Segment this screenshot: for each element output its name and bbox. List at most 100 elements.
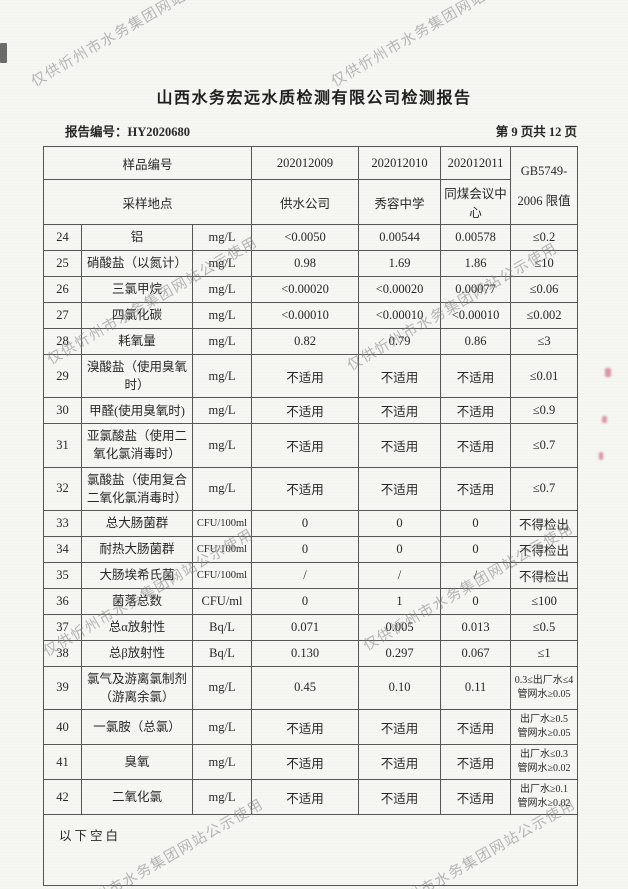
result-value: 不适用 <box>358 423 442 468</box>
result-value: 不适用 <box>358 744 442 780</box>
unit: Bq/L <box>191 613 253 641</box>
result-value: 不适用 <box>251 466 360 511</box>
table-row: 37 总α放射性 Bq/L 0.071 0.005 0.013 ≤0.5 <box>43 613 579 641</box>
row-number: 29 <box>43 353 82 399</box>
blank-note-cell: 以下空白 <box>42 814 579 886</box>
limit-value: ≤0.7 <box>510 466 579 511</box>
unit: mg/L <box>191 353 253 399</box>
result-value: 0.79 <box>358 328 442 355</box>
row-number: 28 <box>43 328 82 355</box>
parameter-name: 二氧化氯 <box>81 779 193 815</box>
result-value: 0.297 <box>358 639 442 667</box>
parameter-name: 耗氧量 <box>81 328 193 355</box>
row-number: 25 <box>43 250 82 277</box>
result-value: 0.067 <box>440 639 512 667</box>
unit: CFU/100ml <box>191 535 253 563</box>
row-number: 32 <box>43 466 82 511</box>
red-stamp-mark <box>599 452 603 460</box>
red-stamp-mark <box>605 368 611 377</box>
limit-value: ≤0.01 <box>510 353 579 399</box>
row-number: 37 <box>43 613 82 641</box>
table-row: 39 氯气及游离氯制剂（游离余氯） mg/L 0.45 0.10 0.11 0.3≤出厂水≤… <box>43 665 579 711</box>
page-indicator: 第 9 页共 12 页 <box>495 125 577 139</box>
unit: mg/L <box>191 423 253 468</box>
table-header-row-location: 采样地点 供水公司 秀容中学 同煤会议中心 <box>42 179 578 225</box>
limit-value: 不得检出 <box>510 561 579 589</box>
unit: mg/L <box>191 466 253 511</box>
limit-value: ≤3 <box>510 328 579 355</box>
result-value: 不适用 <box>440 353 512 399</box>
result-value: / <box>251 561 360 589</box>
result-value: 0 <box>440 587 512 615</box>
parameter-name: 耐热大肠菌群 <box>81 535 193 563</box>
result-value: 0.00578 <box>440 224 512 251</box>
parameter-name: 氯气及游离氯制剂（游离余氯） <box>81 665 193 711</box>
limit-column-header: GB5749- 2006 限值 <box>510 146 579 225</box>
result-value: / <box>358 561 442 589</box>
result-value: 不适用 <box>358 709 442 745</box>
limit-value: 不得检出 <box>510 509 579 537</box>
unit: mg/L <box>191 709 253 745</box>
row-number: 35 <box>43 561 82 589</box>
result-value: 0.00077 <box>440 276 512 303</box>
result-value: 不适用 <box>358 397 442 425</box>
row-number: 33 <box>43 509 82 537</box>
table-row: 26 三氯甲烷 mg/L <0.00020 <0.00020 0.00077 ≤0.06 <box>43 276 579 303</box>
table-row: 40 一氯胺（总氯） mg/L 不适用 不适用 不适用 出厂水≥0.5 管网水≥0.05 <box>43 709 579 745</box>
result-value: 0.130 <box>251 639 360 667</box>
result-value: 0.10 <box>358 665 442 711</box>
results-table: 样品编号 202012009 202012010 202012011 GB574… <box>42 146 579 886</box>
result-value: 0.45 <box>251 665 360 711</box>
sample-id: 202012011 <box>440 146 512 180</box>
unit: mg/L <box>191 665 253 711</box>
result-value: 不适用 <box>251 353 360 399</box>
result-value: 0 <box>440 535 512 563</box>
sample-id-label: 样品编号 <box>42 146 253 180</box>
row-number: 31 <box>43 423 82 468</box>
limit-value: ≤0.7 <box>510 423 579 468</box>
result-value: <0.0050 <box>251 224 360 251</box>
unit: mg/L <box>191 224 253 251</box>
table-row: 24 铝 mg/L <0.0050 0.00544 0.00578 ≤0.2 <box>43 224 579 251</box>
parameter-name: 亚氯酸盐（使用二氧化氯消毒时） <box>81 423 193 468</box>
unit: mg/L <box>191 250 253 277</box>
limit-value: ≤0.9 <box>510 397 579 425</box>
blank-filler-row: 以下空白 <box>42 814 579 886</box>
result-value: 不适用 <box>358 779 442 815</box>
parameter-name: 甲醛(使用臭氧时) <box>81 397 193 425</box>
result-value: 0.82 <box>251 328 360 355</box>
result-value: <0.00010 <box>440 302 512 329</box>
result-value: 不适用 <box>440 423 512 468</box>
row-number: 24 <box>43 224 82 251</box>
table-row: 38 总β放射性 Bq/L 0.130 0.297 0.067 ≤1 <box>43 639 579 667</box>
result-value: 不适用 <box>251 779 360 815</box>
sample-id: 202012010 <box>358 146 442 180</box>
limit-value: ≤0.2 <box>510 224 579 251</box>
unit: mg/L <box>191 397 253 425</box>
unit: mg/L <box>191 276 253 303</box>
sampling-location: 同煤会议中心 <box>440 179 512 225</box>
report-meta: 报告编号：HY2020680 第 9 页共 12 页 <box>43 121 577 140</box>
report-number: 报告编号：HY2020680 <box>65 125 191 139</box>
limit-value: ≤100 <box>510 587 579 615</box>
row-number: 27 <box>43 302 82 329</box>
row-number: 26 <box>43 276 82 303</box>
parameter-name: 大肠埃希氏菌 <box>81 561 193 589</box>
table-row: 25 硝酸盐（以氮计） mg/L 0.98 1.69 1.86 ≤10 <box>43 250 579 277</box>
parameter-name: 氯酸盐（使用复合二氧化氯消毒时） <box>81 466 193 511</box>
limit-value: 出厂水≤0.3 管网水≥0.02 <box>510 744 579 780</box>
result-value: <0.00010 <box>251 302 360 329</box>
result-value: 0 <box>358 509 442 537</box>
result-value: 不适用 <box>251 709 360 745</box>
result-value: <0.00010 <box>358 302 442 329</box>
sample-id: 202012009 <box>251 146 360 180</box>
table-row: 35 大肠埃希氏菌 CFU/100ml / / / 不得检出 <box>43 561 579 589</box>
result-value: 不适用 <box>440 709 512 745</box>
result-value: 不适用 <box>358 466 442 511</box>
result-value: 不适用 <box>440 397 512 425</box>
row-number: 41 <box>43 744 82 780</box>
table-row: 32 氯酸盐（使用复合二氧化氯消毒时） mg/L 不适用 不适用 不适用 ≤0.7 <box>43 466 579 511</box>
table-row: 31 亚氯酸盐（使用二氧化氯消毒时） mg/L 不适用 不适用 不适用 ≤0.7 <box>43 423 579 468</box>
sampling-location: 供水公司 <box>251 179 360 225</box>
